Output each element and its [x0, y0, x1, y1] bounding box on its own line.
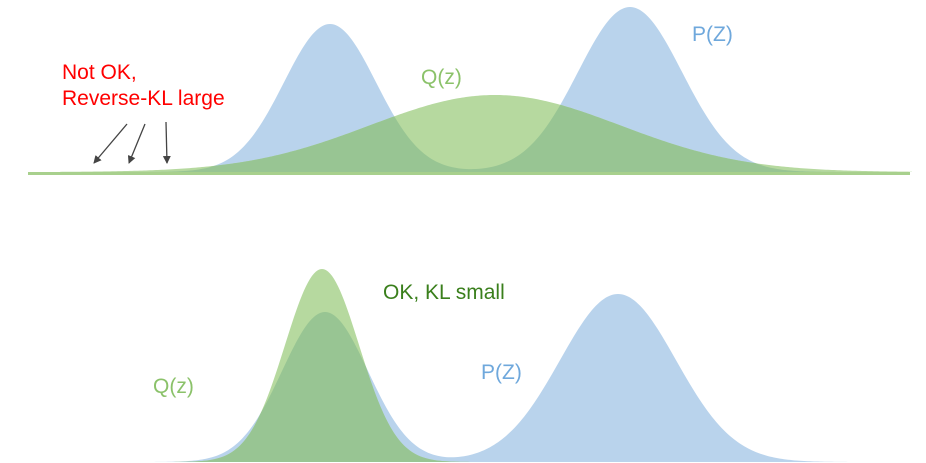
arrow-3: [162, 121, 171, 164]
arrow-2: [127, 123, 146, 164]
bottom-q-label: Q(z): [153, 375, 194, 398]
top-p-distribution: [150, 7, 912, 172]
kl-small-label: OK, KL small: [383, 281, 505, 304]
top-q-label: Q(z): [421, 66, 462, 89]
warning-line-2: Reverse-KL large: [62, 87, 225, 110]
bottom-panel: [150, 269, 912, 462]
bottom-overlap-region: [150, 294, 500, 462]
bottom-p-label: P(Z): [481, 361, 522, 384]
top-p-label: P(Z): [692, 23, 733, 46]
top-panel: [28, 7, 912, 175]
warning-line-1: Not OK,: [62, 61, 137, 84]
arrow-1: [93, 123, 128, 164]
reverse-kl-warning-label: Not OK, Reverse-KL large: [62, 60, 225, 112]
top-baseline-tail: [28, 172, 910, 175]
tail-arrows: [93, 121, 171, 164]
